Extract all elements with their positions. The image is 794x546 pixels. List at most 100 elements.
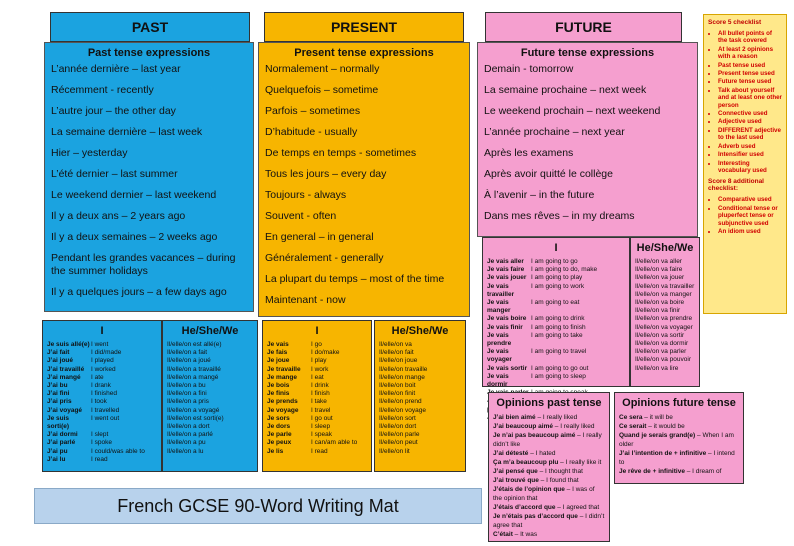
expression-item: Le weekend prochain – next weekend (484, 105, 661, 117)
opinion-item: J’ai pensé que – I thought that (493, 467, 605, 476)
opinion-item: Quand je serais grand(e) – When I am old… (619, 431, 739, 449)
opinion-meaning: – It was (512, 531, 538, 538)
verb-row: Il/elle/on lit (379, 447, 410, 455)
verb-french: Je peux (267, 439, 292, 447)
expression-item: Pendant les grandes vacances – during th… (51, 252, 236, 277)
verb-english: I could/was able to (91, 447, 145, 455)
verb-row: Je mange I eat (267, 374, 367, 382)
past-expressions-panel: Past tense expressions L’année dernière … (44, 42, 254, 312)
verb-row: Il/elle/on va finir (635, 307, 681, 315)
verb-row: Il/elle/on prend (379, 398, 422, 406)
opinions-past-title: Opinions past tense (496, 397, 602, 409)
verb-english: I take (311, 398, 327, 406)
verb-row: Il/elle/on a pu (167, 439, 206, 447)
verb-french: Je vais sortir (487, 364, 528, 372)
opinion-phrase: J’ai l’intention de + infinitive (619, 450, 707, 457)
verb-row: Je vais manger I am going to eat (487, 299, 625, 315)
verb-row: Je finis I finish (267, 390, 367, 398)
verb-row: Je vais sortir I am going to go out (487, 365, 625, 373)
checklist-item: At least 2 opinions with a reason (718, 46, 782, 61)
checklist-item: Future tense used (718, 78, 782, 85)
opinion-item: Ce serait – it would be (619, 422, 739, 431)
verb-row: Il/elle/on joue (379, 357, 418, 365)
verb-french: J’ai fini (47, 390, 70, 398)
verb-row: Je lis I read (267, 448, 367, 456)
verb-row: Il/elle/on va jouer (635, 274, 685, 282)
verb-english: I am going to play (531, 274, 583, 282)
present-i-table: I Je vais I go Je fais I do/make Je joue I pl… (262, 320, 372, 472)
verb-french: J’ai mangé (47, 373, 81, 381)
checklist-item: Adverb used (718, 143, 782, 150)
verb-french: Je prends (267, 398, 298, 406)
opinion-item: J’ai l’intention de + infinitive – I int… (619, 449, 739, 467)
verb-french: Je finis (267, 390, 290, 398)
verb-row: J’ai pu I could/was able to (47, 448, 157, 456)
verb-row: Il/elle/on a joué (167, 357, 211, 365)
present-header: PRESENT (264, 12, 464, 42)
verb-french: Je vais jouer (487, 274, 527, 282)
expression-item: L’autre jour – the other day (51, 105, 176, 117)
verb-english: I drank (91, 382, 111, 390)
verb-row: Je vais finir I am going to finish (487, 324, 625, 332)
verb-english: I went out (91, 414, 120, 422)
expression-item: Hier – yesterday (51, 147, 128, 159)
verb-row: Je suis sorti(e) I went out (47, 415, 157, 431)
opinion-meaning: – it will be (642, 414, 673, 421)
checklist-item: Interesting vocabulary used (718, 160, 782, 175)
opinion-item: Je n’ai pas beaucoup aimé – I really did… (493, 431, 605, 449)
verb-french: Je vais dormir (487, 372, 509, 389)
mat-title-bar: French GCSE 90-Word Writing Mat (34, 488, 482, 524)
verb-row: J’ai travaillé I worked (47, 366, 157, 374)
expression-item: Il y a quelques jours – a few days ago (51, 286, 227, 298)
present-he-header: He/She/We (391, 325, 449, 337)
verb-row: Je peux I can/am able to (267, 439, 367, 447)
present-expressions-list: Normalement – normally Quelquefois – some… (265, 63, 463, 307)
past-i-rows: Je suis allé(e) I went J’ai fait I did/made… (47, 341, 157, 464)
verb-english: I sleep (311, 423, 331, 431)
verb-french: J’ai travaillé (47, 365, 85, 373)
opinion-meaning: – I found that (538, 477, 579, 484)
expression-item: D’habitude - usually (265, 126, 358, 138)
expression-item: La semaine prochaine – next week (484, 84, 647, 96)
future-i-header: I (554, 242, 558, 254)
verb-english: I am going to sleep (531, 372, 586, 380)
future-expressions-title: Future tense expressions (520, 47, 655, 59)
verb-french: Je joue (267, 357, 290, 365)
verb-english: I finished (91, 390, 118, 398)
verb-english: I can/am able to (311, 439, 358, 447)
verb-english: I played (91, 357, 114, 365)
verb-english: I go (311, 341, 322, 348)
present-expressions-panel: Present tense expressions Normalement – … (258, 42, 470, 317)
opinion-phrase: Ça m’a beaucoup plu (493, 459, 559, 466)
present-he-table: He/She/We Il/elle/on va Il/elle/on fait Il… (374, 320, 466, 472)
checklist-item: Present tense used (718, 70, 782, 77)
opinion-phrase: J’ai pensé que (493, 468, 538, 475)
present-he-rows: Il/elle/on va Il/elle/on fait Il/elle/on j… (379, 341, 461, 456)
opinion-item: Je n’étais pas d’accord que – I didn’t a… (493, 512, 605, 530)
opinion-meaning: – I dream of (684, 468, 722, 475)
checklist-item: Comparative used (718, 196, 782, 203)
verb-french: Je vais prendre (487, 331, 512, 348)
verb-row: Je vais boire I am going to drink (487, 315, 625, 323)
verb-row: Il/elle/on va (379, 341, 412, 348)
verb-row: Je dors I sleep (267, 423, 367, 431)
future-he-header: He/She/We (636, 242, 694, 254)
checklist-item: All bullet points of the task covered (718, 30, 782, 45)
verb-row: Il/elle/on va pouvoir (635, 356, 692, 364)
expression-item: Demain - tomorrow (484, 63, 574, 75)
verb-row: Je bois I drink (267, 382, 367, 390)
verb-row: Je voyage I travel (267, 407, 367, 415)
opinion-meaning: – I really didn’t like (493, 432, 602, 448)
verb-english: I am going to eat (531, 299, 580, 307)
verb-french: Je fais (267, 349, 288, 357)
expression-item: La semaine dernière – last week (51, 126, 203, 138)
expression-item: De temps en temps - sometimes (265, 147, 417, 159)
verb-row: Je vais voyager I am going to travel (487, 348, 625, 364)
verb-french: Je suis allé(e) (47, 341, 90, 348)
verb-row: Il/elle/on fait (379, 349, 414, 357)
verb-row: Il/elle/on va manger (635, 290, 692, 298)
expression-item: L’été dernier – last summer (51, 168, 178, 180)
expression-item: Maintenant - now (265, 294, 346, 306)
expression-item: Quelquefois – sometime (265, 84, 379, 96)
verb-french: Je parle (267, 431, 292, 439)
